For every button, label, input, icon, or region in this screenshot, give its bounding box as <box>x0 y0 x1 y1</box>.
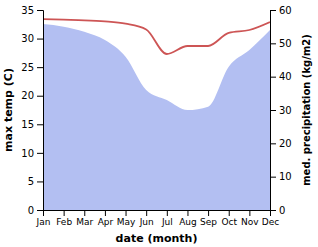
plot: JanFebMarAprMayJunJulAugSepOctNovDec0510… <box>21 5 291 228</box>
x-tick: Jan <box>36 210 51 227</box>
y-tick: 15 <box>21 119 43 130</box>
y2-axis-title: med. precipitation (kg/m2) <box>301 34 312 186</box>
x-tick-label: Feb <box>56 217 72 227</box>
x-tick-label: Dec <box>262 217 279 227</box>
y-tick: 30 <box>21 33 43 44</box>
y-tick-label: 5 <box>28 176 34 187</box>
x-tick-label: Sep <box>200 217 217 227</box>
y2-tick-mark <box>270 177 276 178</box>
y-axis-title: max temp (C) <box>2 68 15 152</box>
y-tick: 35 <box>21 5 43 16</box>
y2-tick: 10 <box>270 171 292 182</box>
y2-tick-mark <box>270 77 276 78</box>
x-tick: Aug <box>179 210 197 227</box>
y-axis-line <box>37 11 44 211</box>
x-tick-label: Aug <box>179 217 197 227</box>
x-tick: Apr <box>98 210 114 227</box>
x-tick-label: Nov <box>241 217 259 227</box>
x-tick-mark <box>187 210 188 216</box>
chart: JanFebMarAprMayJunJulAugSepOctNovDec0510… <box>0 0 318 247</box>
x-tick: Oct <box>221 210 237 227</box>
x-tick-label: Mar <box>76 217 93 227</box>
y2-tick-label: 40 <box>279 71 292 82</box>
y-tick-label: 35 <box>21 5 34 16</box>
y2-tick: 0 <box>270 205 285 216</box>
x-tick-label: Jan <box>36 217 51 227</box>
y2-tick-label: 50 <box>279 38 292 49</box>
temperature-line <box>43 19 270 54</box>
x-tick-mark <box>64 210 65 216</box>
y-tick-mark <box>37 210 43 211</box>
y-tick-label: 10 <box>21 148 34 159</box>
marks <box>43 19 270 210</box>
x-tick-mark <box>126 210 127 216</box>
x-axis-line <box>44 211 271 217</box>
y2-tick: 20 <box>270 138 292 149</box>
y-tick: 5 <box>28 176 43 187</box>
y-tick-mark <box>37 153 43 154</box>
y-axis: 0 5 10 15 20 25 30 35 <box>21 5 43 216</box>
y-tick-mark <box>37 181 43 182</box>
y2-axis-line <box>271 11 277 211</box>
precipitation-area <box>43 24 270 210</box>
y2-tick: 30 <box>270 105 292 116</box>
x-tick: May <box>117 210 136 227</box>
y-tick-label: 30 <box>21 33 34 44</box>
y2-tick: 40 <box>270 71 292 82</box>
y-tick-label: 0 <box>28 205 34 216</box>
x-tick-mark <box>249 210 250 216</box>
x-tick: Sep <box>200 210 217 227</box>
y-tick-mark <box>37 124 43 125</box>
y-tick: 10 <box>21 148 43 159</box>
y-tick-mark <box>37 39 43 40</box>
x-tick-mark <box>105 210 106 216</box>
y-tick: 25 <box>21 62 43 73</box>
y-tick: 0 <box>28 205 43 216</box>
x-tick-mark <box>208 210 209 216</box>
x-axis-title: date (month) <box>116 232 198 245</box>
y2-tick-mark <box>270 210 276 211</box>
y-tick-mark <box>37 67 43 68</box>
x-tick: Jul <box>161 210 173 227</box>
y-tick-mark <box>37 96 43 97</box>
x-tick-label: May <box>117 217 136 227</box>
y2-tick: 60 <box>270 5 292 16</box>
y2-tick-label: 20 <box>279 138 292 149</box>
x-tick-mark <box>84 210 85 216</box>
y2-axis: 0 10 20 30 40 50 60 <box>270 5 292 216</box>
y-tick-label: 25 <box>21 62 34 73</box>
x-tick: Jun <box>139 210 154 227</box>
x-tick: Nov <box>241 210 259 227</box>
x-tick-label: Apr <box>98 217 114 227</box>
y2-tick: 50 <box>270 38 292 49</box>
x-tick-label: Jul <box>161 217 173 227</box>
y2-tick-mark <box>270 43 276 44</box>
x-tick: Mar <box>76 210 93 227</box>
x-tick-label: Jun <box>139 217 154 227</box>
y2-tick-label: 10 <box>279 171 292 182</box>
y-tick: 20 <box>21 90 43 101</box>
y-tick-label: 20 <box>21 90 34 101</box>
x-tick-mark <box>229 210 230 216</box>
y2-tick-label: 0 <box>279 205 285 216</box>
x-tick: Feb <box>56 210 72 227</box>
x-axis: Jan Feb Mar AprMayJun Jul AugSep Oct NovDec <box>36 210 280 227</box>
y2-tick-mark <box>270 143 276 144</box>
y-tick-label: 15 <box>21 119 34 130</box>
y2-tick-mark <box>270 10 276 11</box>
x-tick-label: Oct <box>221 217 237 227</box>
y2-tick-label: 60 <box>279 5 292 16</box>
y2-tick-mark <box>270 110 276 111</box>
y-tick-mark <box>37 10 43 11</box>
y2-tick-label: 30 <box>279 105 292 116</box>
x-tick-mark <box>167 210 168 216</box>
x-tick: Dec <box>262 210 279 227</box>
x-tick-mark <box>146 210 147 216</box>
